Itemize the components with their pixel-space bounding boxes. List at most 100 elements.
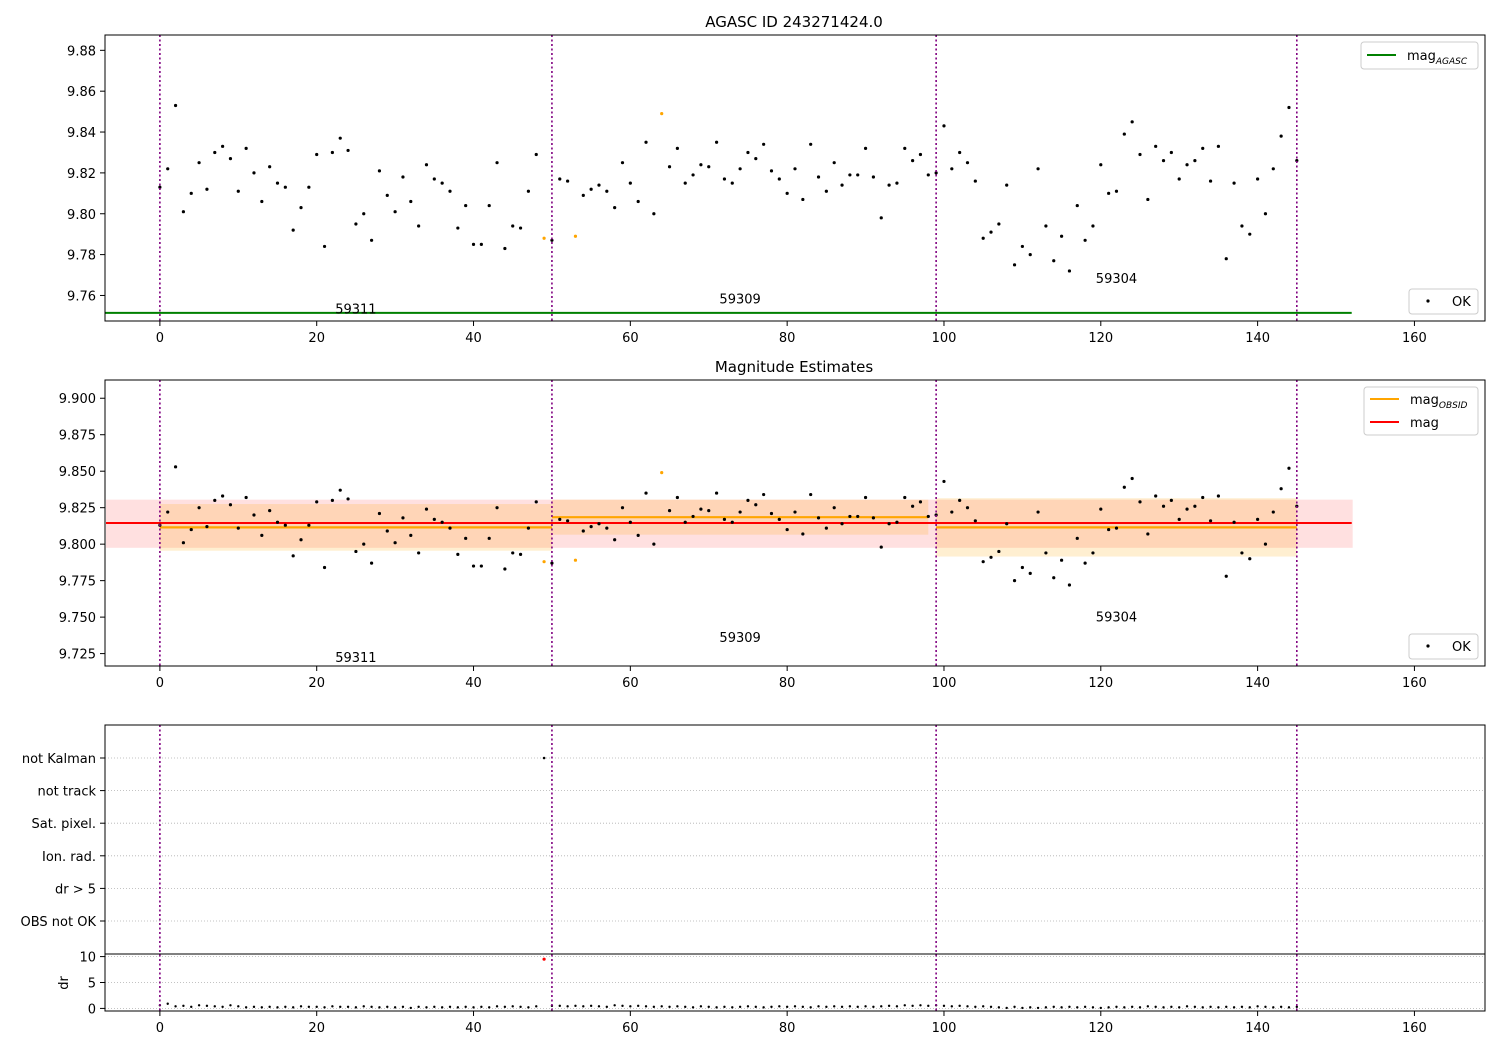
data-point-orange bbox=[660, 112, 664, 116]
dr-point bbox=[260, 1006, 264, 1009]
panel-1-title: AGASC ID 243271424.0 bbox=[705, 13, 883, 31]
data-point-ok bbox=[346, 148, 350, 153]
data-point-ok bbox=[879, 545, 883, 549]
dr-point bbox=[1044, 1006, 1048, 1009]
data-point-ok bbox=[1052, 259, 1056, 263]
data-point-ok bbox=[464, 203, 468, 208]
dr-point bbox=[378, 1006, 381, 1009]
data-point-orange bbox=[542, 560, 546, 564]
data-point-ok bbox=[1138, 500, 1142, 504]
data-point-ok bbox=[581, 193, 585, 197]
dr-point bbox=[660, 1005, 663, 1008]
legend-mag-agasc-label: magAGASC bbox=[1407, 49, 1468, 67]
data-point-ok bbox=[550, 238, 554, 242]
x-tick-label: 20 bbox=[308, 676, 325, 691]
data-point-ok bbox=[330, 498, 334, 502]
data-point-ok bbox=[887, 522, 891, 526]
dr-point bbox=[339, 1005, 342, 1009]
dr-point-red bbox=[542, 957, 546, 961]
data-point-ok bbox=[487, 536, 491, 540]
data-point-ok bbox=[440, 520, 444, 524]
data-point-ok bbox=[848, 173, 852, 177]
dr-point bbox=[472, 1006, 475, 1009]
dr-point bbox=[1068, 1005, 1071, 1009]
dr-point bbox=[1123, 1006, 1126, 1009]
dr-point bbox=[480, 1005, 483, 1009]
dr-point bbox=[825, 1005, 828, 1009]
dr-point bbox=[1146, 1005, 1150, 1008]
data-point-ok bbox=[1130, 120, 1134, 124]
dr-point bbox=[848, 1005, 852, 1008]
data-point-ok bbox=[973, 179, 977, 183]
data-point-ok bbox=[291, 554, 295, 558]
data-point-ok bbox=[511, 551, 515, 555]
data-point-ok bbox=[448, 189, 452, 193]
data-point-ok bbox=[714, 491, 719, 495]
data-point-ok bbox=[989, 230, 993, 234]
dr-point bbox=[527, 1006, 530, 1009]
data-point-ok bbox=[1059, 234, 1064, 238]
dr-point bbox=[1248, 1006, 1251, 1009]
data-point-ok bbox=[503, 567, 507, 571]
data-point-ok bbox=[456, 226, 460, 230]
data-point-ok bbox=[777, 517, 781, 521]
dr-point bbox=[566, 1005, 569, 1008]
data-point-ok bbox=[173, 465, 178, 469]
data-point-ok bbox=[965, 506, 970, 510]
x-tick-label: 120 bbox=[1088, 1021, 1113, 1036]
obsid-label: 59311 bbox=[335, 303, 376, 318]
dr-point bbox=[456, 1006, 460, 1009]
panel-agasc: AGASC ID 243271424.0 9.76 9.78 9.80 9.82 9.8… bbox=[67, 13, 1486, 346]
dr-tick-label: 5 bbox=[88, 977, 96, 992]
data-point-ok bbox=[809, 142, 813, 146]
y-tick-label: 9.80 bbox=[67, 208, 96, 223]
panel-2-title: Magnitude Estimates bbox=[715, 358, 873, 376]
data-point-ok bbox=[260, 533, 264, 538]
dr-point bbox=[205, 1004, 209, 1008]
data-point-ok bbox=[252, 171, 256, 175]
data-point-ok bbox=[1271, 510, 1275, 514]
data-point-ok bbox=[1169, 498, 1173, 502]
data-point-ok bbox=[801, 197, 805, 202]
data-point-orange bbox=[660, 471, 664, 475]
dr-point bbox=[746, 1005, 750, 1008]
data-point-ok bbox=[464, 536, 468, 540]
data-point-ok bbox=[1216, 494, 1221, 498]
data-point-ok bbox=[871, 516, 876, 520]
data-point-ok bbox=[1028, 571, 1032, 575]
dr-point bbox=[644, 1005, 648, 1008]
data-point-ok bbox=[1012, 263, 1017, 267]
dr-point bbox=[621, 1004, 624, 1008]
data-point-ok bbox=[628, 520, 632, 524]
data-point-ok bbox=[401, 516, 405, 520]
data-point-ok bbox=[1208, 179, 1213, 183]
data-point-ok bbox=[236, 526, 240, 530]
y-tick-label: 9.76 bbox=[67, 289, 96, 304]
dr-point bbox=[1107, 1006, 1110, 1009]
data-point-ok bbox=[785, 527, 789, 532]
x-tick-label: 120 bbox=[1088, 676, 1113, 691]
data-point-ok bbox=[746, 498, 750, 502]
data-point-ok bbox=[699, 507, 703, 511]
data-point-ok bbox=[1185, 163, 1189, 167]
dr-point bbox=[880, 1005, 883, 1008]
x-tick-label: 120 bbox=[1088, 331, 1113, 346]
legend-mag-label: mag bbox=[1410, 416, 1439, 431]
data-point-ok bbox=[260, 199, 264, 204]
dr-point bbox=[793, 1005, 797, 1008]
data-point-ok bbox=[1091, 551, 1095, 555]
dr-point bbox=[895, 1005, 899, 1008]
dr-point bbox=[785, 1005, 789, 1009]
data-point-ok bbox=[471, 564, 476, 568]
data-point-ok bbox=[534, 152, 538, 157]
data-point-ok bbox=[605, 189, 609, 193]
dr-point bbox=[1130, 1005, 1134, 1009]
data-point-ok bbox=[283, 185, 287, 189]
dr-point bbox=[252, 1005, 256, 1009]
dr-point bbox=[1193, 1005, 1197, 1009]
x-tick-label: 80 bbox=[779, 1021, 796, 1036]
data-point-ok bbox=[730, 520, 734, 524]
data-point-ok bbox=[1044, 224, 1048, 228]
panel-1-legend-bottom: OK bbox=[1408, 288, 1479, 315]
flag-label: Ion. rad. bbox=[42, 850, 96, 865]
